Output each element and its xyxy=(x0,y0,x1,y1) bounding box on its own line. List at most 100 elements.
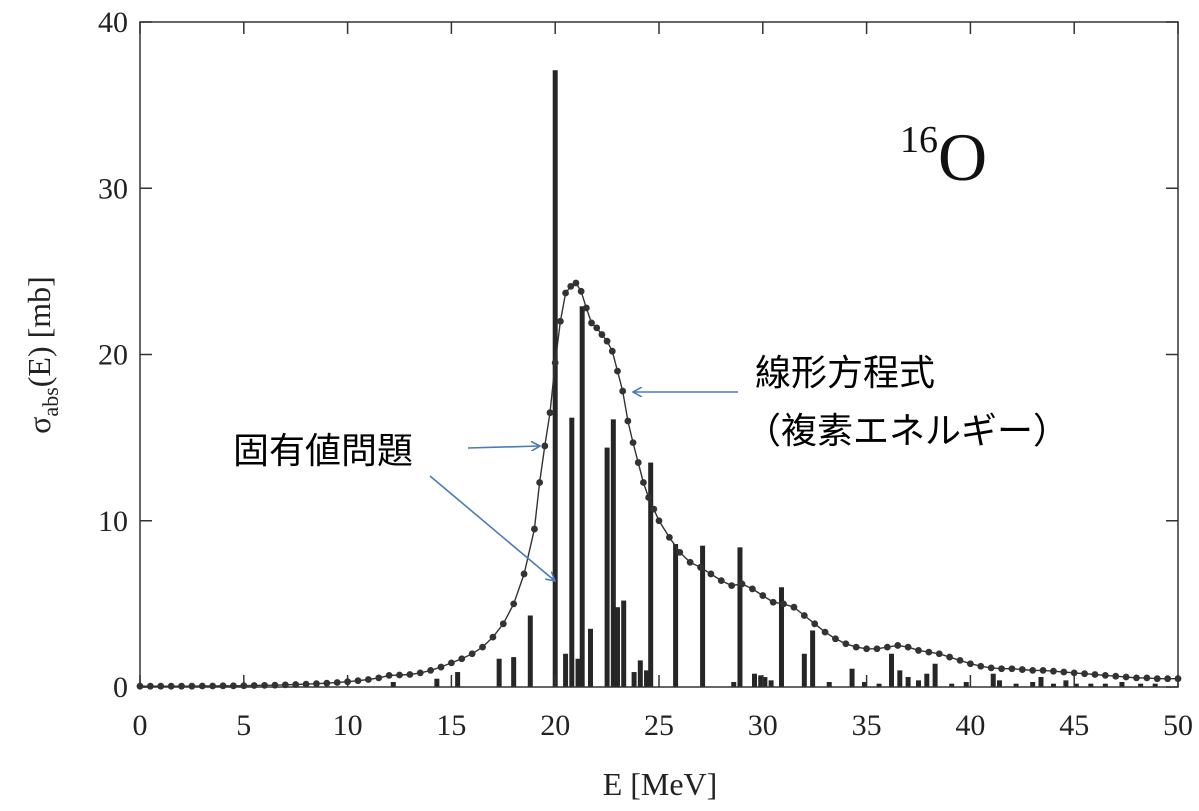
arrow-eigen-to-curve xyxy=(467,446,540,448)
curve-point xyxy=(800,612,808,619)
curve-point xyxy=(1101,671,1109,679)
bar xyxy=(897,670,903,687)
x-tick-label: 5 xyxy=(236,709,251,742)
curve-point xyxy=(811,620,819,628)
y-axis-title-symbol: σ xyxy=(21,417,57,434)
curve-point xyxy=(1143,674,1151,682)
curve-point xyxy=(292,681,300,688)
curve-point xyxy=(634,459,642,466)
curve-point xyxy=(915,647,922,654)
bar xyxy=(1138,683,1144,687)
bar xyxy=(801,653,807,687)
bar xyxy=(1102,683,1108,687)
curve-point xyxy=(406,671,414,678)
curve-point xyxy=(1122,673,1130,681)
bar xyxy=(579,306,585,687)
curve-point xyxy=(396,671,403,679)
bar xyxy=(575,658,581,687)
curve-point xyxy=(1039,666,1047,674)
curve-point xyxy=(894,642,902,649)
curve-point xyxy=(603,337,611,345)
bar xyxy=(390,682,396,687)
bar xyxy=(563,653,569,687)
curve-point xyxy=(541,442,549,450)
bar xyxy=(1013,683,1019,687)
curve-point xyxy=(489,633,497,641)
curve-point xyxy=(458,655,466,663)
curve-point xyxy=(577,287,585,295)
curve-point xyxy=(567,282,575,290)
bar xyxy=(621,600,627,687)
bar xyxy=(731,682,737,687)
x-tick-label: 50 xyxy=(1163,709,1193,742)
curve-point xyxy=(697,563,704,571)
curve-point xyxy=(572,279,580,287)
curve-point xyxy=(873,645,881,653)
bar xyxy=(644,670,650,687)
ticks-layer xyxy=(139,21,1179,688)
bar xyxy=(810,630,816,687)
curve-point xyxy=(546,409,554,417)
bar xyxy=(1088,683,1094,687)
plot-frame xyxy=(139,21,1179,688)
curve-point xyxy=(510,600,518,608)
curve-point xyxy=(863,645,870,653)
bar xyxy=(768,680,774,687)
curve-point xyxy=(448,659,455,667)
bar xyxy=(996,680,1002,687)
x-tick-label: 30 xyxy=(748,709,778,742)
curve-point xyxy=(904,643,912,651)
curve-point xyxy=(427,666,435,674)
x-tick-label: 45 xyxy=(1059,709,1089,742)
bar xyxy=(1073,683,1079,687)
curve-point xyxy=(629,439,637,447)
curve-point xyxy=(562,289,569,297)
curve-point xyxy=(655,517,663,525)
curve-point xyxy=(531,525,538,533)
curve-point xyxy=(749,585,756,593)
curve-point xyxy=(385,671,393,679)
curve-point xyxy=(593,324,601,332)
curve-point xyxy=(588,319,595,327)
curve-point xyxy=(614,367,621,375)
bar xyxy=(511,657,517,687)
curve-point xyxy=(935,650,943,658)
curve-point xyxy=(1133,674,1140,682)
curve-point xyxy=(821,628,829,636)
curve-point xyxy=(1091,671,1099,678)
curve-point xyxy=(707,570,715,578)
curve-point xyxy=(556,317,564,325)
curve-point xyxy=(582,304,590,312)
bar xyxy=(455,672,461,687)
curve-point xyxy=(925,648,933,656)
bar xyxy=(778,587,784,687)
curve-point xyxy=(323,679,331,687)
annotation-eigen: 固有値問題 xyxy=(233,431,413,472)
curve-layer xyxy=(136,279,1182,690)
curve-point xyxy=(608,347,616,355)
curve-point xyxy=(1112,672,1120,680)
curve-point xyxy=(198,682,206,690)
bar xyxy=(631,672,637,687)
bar xyxy=(569,417,575,687)
bar xyxy=(1119,682,1125,687)
curve-point xyxy=(624,417,632,425)
bar xyxy=(527,615,533,687)
curve-point xyxy=(1164,675,1172,683)
bar xyxy=(1050,683,1056,687)
bar xyxy=(648,462,654,687)
curve-line xyxy=(140,282,1178,687)
bar xyxy=(1038,677,1044,687)
curve-point xyxy=(354,677,362,685)
bar xyxy=(849,668,855,687)
x-tick-label: 15 xyxy=(436,709,466,742)
y-axis-title-rest: (E) [mb] xyxy=(21,276,57,387)
annotation-linear-line1: 線形方程式 xyxy=(755,353,935,394)
bar xyxy=(637,660,643,687)
curve-point xyxy=(738,580,746,588)
curve-point xyxy=(832,635,839,643)
bar xyxy=(587,628,593,687)
curve-point xyxy=(686,558,694,566)
nucleus-mass-number: 16 xyxy=(900,119,938,161)
bar xyxy=(673,544,679,687)
